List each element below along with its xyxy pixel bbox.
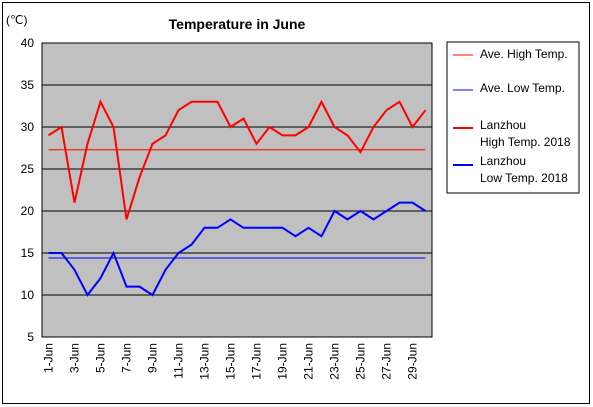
y-tick-label: 35 <box>21 78 35 92</box>
y-axis-ticks: 5 10 15 20 25 30 35 40 <box>21 36 35 344</box>
series-line-3 <box>48 201 427 297</box>
legend-label-0: Ave. High Temp. <box>480 47 568 61</box>
x-tick-label: 5-Jun <box>94 343 108 373</box>
legend-label-1: Ave. Low Temp. <box>480 81 565 95</box>
y-unit-label: (℃) <box>6 13 27 27</box>
series-line-2 <box>47 99 427 220</box>
x-tick-label: 9-Jun <box>146 343 160 373</box>
x-tick-label: 19-Jun <box>276 343 290 380</box>
y-tick-label: 30 <box>21 120 35 134</box>
y-tick-label: 20 <box>21 204 35 218</box>
y-tick-label: 5 <box>27 330 34 344</box>
x-tick-label: 29-Jun <box>406 343 420 380</box>
x-tick-label: 25-Jun <box>354 343 368 380</box>
x-tick-label: 21-Jun <box>302 343 316 380</box>
plot-area <box>41 42 433 338</box>
y-tick-label: 10 <box>21 288 35 302</box>
y-tick-label: 15 <box>21 246 35 260</box>
x-tick-label: 1-Jun <box>42 343 56 373</box>
x-tick-label: 23-Jun <box>328 343 342 380</box>
y-tick-label: 25 <box>21 162 35 176</box>
legend-items: Ave. High Temp. Ave. Low Temp. Lanzhou High… <box>453 47 571 185</box>
x-tick-label: 27-Jun <box>380 343 394 380</box>
x-tick-label: 17-Jun <box>250 343 264 380</box>
legend-label-3: Lanzhou Low Temp. 2018 <box>480 154 568 185</box>
legend-label-2: Lanzhou High Temp. 2018 <box>480 118 571 149</box>
chart-title: Temperature in June <box>169 16 306 32</box>
legend <box>446 41 580 194</box>
x-tick-label: 3-Jun <box>68 343 82 373</box>
x-tick-label: 13-Jun <box>198 343 212 380</box>
series-layer <box>47 99 427 297</box>
x-tick-label: 11-Jun <box>172 343 186 379</box>
grid-lines <box>42 84 432 296</box>
x-tick-label: 7-Jun <box>120 343 134 373</box>
x-axis-ticks: 1-Jun 3-Jun 5-Jun 7-Jun 9-Jun 11-Jun 13-Jun 15-… <box>42 343 420 380</box>
x-tick-label: 15-Jun <box>224 343 238 380</box>
y-tick-label: 40 <box>21 36 35 50</box>
